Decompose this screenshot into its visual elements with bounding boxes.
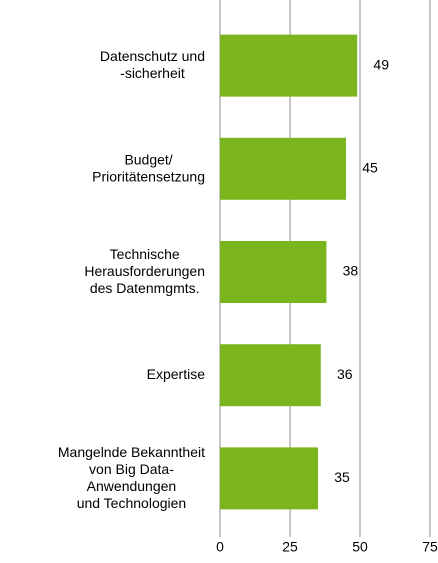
x-tick-label: 25 [282, 539, 298, 555]
bar [220, 241, 327, 303]
x-tick-label: 75 [422, 539, 438, 555]
label-line: Anwendungen [87, 478, 177, 494]
value-label: 38 [343, 263, 359, 279]
label-line: Expertise [147, 366, 206, 382]
label-line: des Datenmgmts. [90, 280, 200, 296]
x-tick-label: 0 [216, 539, 224, 555]
label-line: Technische [110, 246, 180, 262]
label-line: Budget/ [124, 151, 172, 167]
value-label: 49 [373, 56, 389, 72]
label-line: Mangelnde Bekanntheit [58, 444, 205, 460]
bar [220, 344, 321, 407]
bar [220, 447, 318, 510]
y-tick-label: Mangelnde Bekanntheit von Big Data-Anwend… [58, 444, 205, 511]
bar [220, 137, 346, 200]
label-line: und Technologien [77, 495, 187, 511]
bar [220, 34, 358, 97]
value-label: 45 [362, 160, 378, 176]
y-tick-label: Expertise [147, 366, 206, 382]
label-line: von Big Data- [89, 461, 174, 477]
label-line: Prioritätensetzung [92, 168, 205, 184]
label-line: Herausforderungen [84, 263, 205, 279]
label-line: -sicherheit [120, 65, 185, 81]
y-tick-label: Technische Herausforderungen des Datenmgmt… [84, 246, 205, 296]
value-label: 36 [337, 366, 353, 382]
label-line: Datenschutz und [100, 48, 205, 64]
y-tick-label: Budget/Prioritätensetzung [92, 151, 205, 184]
x-tick-label: 50 [352, 539, 368, 555]
value-label: 35 [334, 469, 350, 485]
y-tick-label: Datenschutz und -sicherheit [100, 48, 205, 81]
